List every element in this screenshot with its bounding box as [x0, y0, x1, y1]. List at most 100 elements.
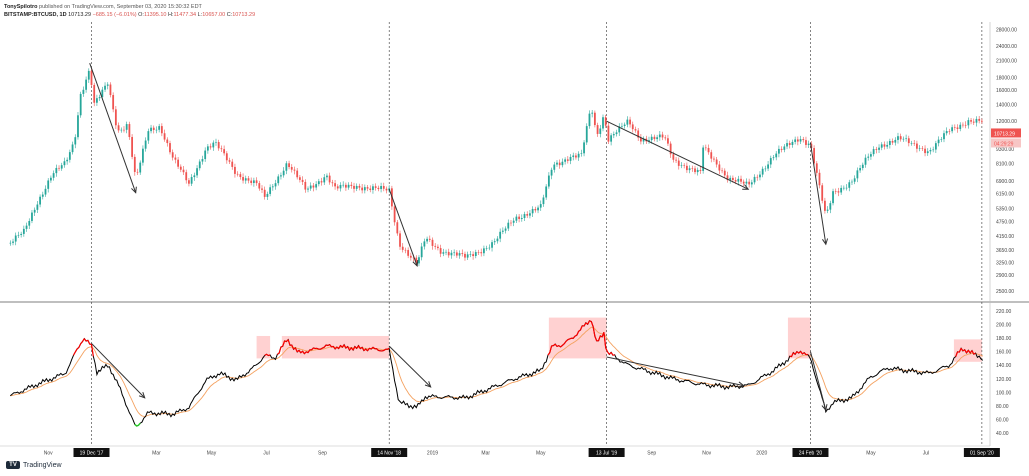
candle-body [101, 89, 104, 98]
osc-tick-label: 220.00 [996, 309, 1012, 315]
overbought-segment [291, 344, 295, 350]
overbought-zone [787, 317, 811, 359]
overbought-segment [305, 351, 309, 354]
candle-body [407, 250, 410, 256]
overbought-segment [549, 345, 553, 353]
candle-body [298, 177, 301, 180]
candle-body [158, 126, 161, 130]
candle-body [261, 188, 263, 190]
candle-body [759, 174, 761, 178]
candle-body [610, 135, 613, 142]
candle-body [450, 252, 453, 256]
candle-body [204, 150, 207, 160]
overbought-segment [383, 348, 386, 351]
candle-body [902, 138, 905, 140]
candle-body [182, 169, 185, 173]
candle-body [870, 154, 872, 157]
candle-body [907, 138, 910, 144]
candle-body [956, 127, 959, 129]
candle-body [978, 118, 981, 121]
symbol-label[interactable]: BITSTAMP:BTCUSD, 1D [4, 12, 67, 18]
candle-body [198, 161, 201, 169]
candle-body [79, 93, 82, 116]
candle-body [193, 175, 196, 178]
overbought-segment [592, 326, 596, 337]
candle-body [607, 125, 610, 142]
candle-body [231, 161, 234, 167]
time-tick-label: May [536, 451, 546, 457]
time-tick-label: Jul [263, 451, 269, 457]
candle-body [114, 109, 117, 126]
candle-body [891, 141, 894, 143]
candle-body [840, 187, 843, 193]
candle-body [829, 203, 832, 210]
overbought-zone [548, 317, 607, 359]
overbought-segment [72, 351, 76, 356]
osc-tick-label: 40.00 [996, 431, 1009, 437]
overbought-segment [556, 345, 559, 347]
candle-body [74, 137, 77, 145]
candle-body [580, 153, 583, 154]
overbought-segment [367, 347, 370, 352]
candle-body [63, 161, 66, 166]
candle-body [972, 121, 975, 123]
candle-body [572, 155, 575, 157]
candle-body [734, 180, 737, 182]
candle-body [290, 167, 293, 170]
overbought-segment [370, 346, 374, 350]
candle-body [945, 131, 948, 134]
candle-body [588, 113, 591, 127]
candle-body [602, 117, 604, 129]
candle-body [545, 186, 548, 198]
candle-body [924, 148, 926, 154]
candle-body [296, 170, 299, 178]
candle-body [629, 119, 631, 125]
overbought-segment [313, 347, 316, 350]
author-name[interactable]: TonySpilotro [4, 4, 38, 10]
candle-body [320, 181, 323, 183]
candle-body [932, 149, 935, 151]
candle-body [372, 186, 374, 190]
price-tick-label: 9300.00 [996, 147, 1014, 153]
time-tick-label: Nov [702, 451, 711, 457]
candle-body [58, 167, 60, 169]
candle-body [872, 149, 875, 155]
candle-body [967, 120, 970, 126]
candle-body [878, 147, 880, 150]
candle-body [131, 137, 133, 157]
candle-body [317, 181, 320, 185]
event-markers [91, 22, 983, 446]
candle-body [196, 168, 198, 176]
date-marker-tag [73, 448, 110, 457]
close-label: C: [226, 12, 233, 18]
candle-body [215, 142, 217, 143]
candle-body [144, 140, 147, 149]
candle-body [155, 129, 158, 131]
candle-body [380, 186, 382, 190]
overbought-segment [85, 339, 89, 342]
candle-body [396, 222, 399, 234]
candle-body [220, 148, 223, 150]
candle-body [36, 204, 39, 210]
candle-body [434, 245, 437, 247]
candle-body [864, 157, 867, 165]
candle-body [150, 127, 152, 132]
price-tick-label: 3650.00 [996, 248, 1014, 254]
candle-body [266, 193, 269, 197]
candle-body [366, 187, 369, 189]
candle-body [17, 234, 20, 236]
overbought-segment [558, 345, 561, 348]
candle-body [25, 225, 28, 229]
price-tick-label: 8100.00 [996, 162, 1014, 168]
candle-body [707, 147, 710, 153]
candle-body [637, 130, 640, 138]
osc-tick-label: 160.00 [996, 350, 1012, 356]
overbought-segment [83, 338, 87, 342]
candle-body [826, 209, 829, 211]
candle-body [82, 89, 85, 94]
candle-body [350, 184, 353, 186]
overbought-segment [594, 336, 598, 342]
tradingview-logo[interactable]: TV TradingView [6, 461, 62, 469]
candle-body [458, 253, 461, 256]
